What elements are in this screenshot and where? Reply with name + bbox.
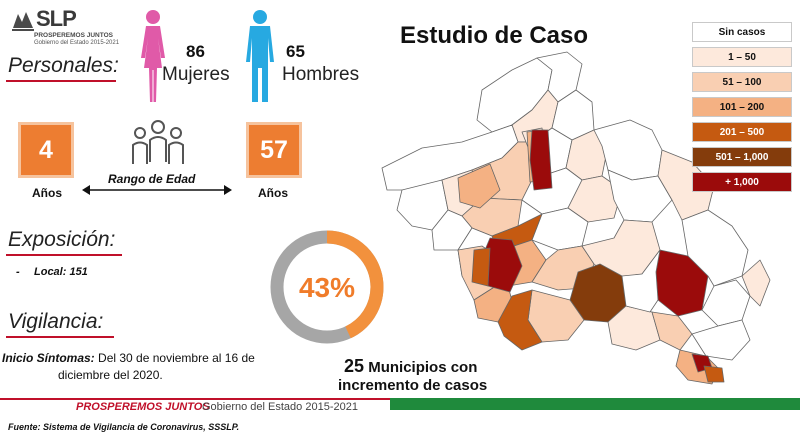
footer-government: Gobierno del Estado 2015-2021 — [202, 401, 358, 413]
legend-item: + 1,000 — [692, 172, 792, 192]
map-region-ne-1 — [593, 119, 663, 181]
footer-green-bar — [390, 398, 800, 410]
source-note: Fuente: Sistema de Vigilancia de Coronav… — [8, 422, 240, 432]
map-region-east-1 — [701, 279, 751, 327]
map-region-tip-2 — [703, 365, 725, 383]
age-min-box: 4 — [18, 122, 74, 178]
map-region-east-3 — [741, 259, 771, 307]
municipality-map — [381, 51, 771, 385]
men-count: 65 — [286, 42, 305, 61]
municipios-line1: Municipios con — [368, 359, 478, 376]
legend-item: Sin casos — [692, 22, 792, 42]
legend-item: 501 – 1,000 — [692, 147, 792, 167]
map-region-east-2 — [681, 209, 749, 287]
group-people-icon — [132, 120, 184, 164]
map-region-south-brown — [497, 289, 543, 351]
map-region-east-4 — [621, 249, 661, 313]
legend-item: 1 – 50 — [692, 47, 792, 67]
slp-logo: SLP PROSPEREMOS JUNTOS Gobierno del Esta… — [4, 4, 120, 52]
onset-label: Inicio Síntomas: — [2, 351, 95, 365]
onset-line1: Del 30 de noviembre al 16 de — [98, 351, 255, 365]
municipios-count: 25 — [344, 356, 365, 376]
map-region-west-brown — [471, 247, 491, 287]
map-title: Estudio de Caso — [400, 22, 589, 49]
personales-heading: Personales: — [8, 54, 119, 77]
donut-fill — [270, 230, 384, 344]
municipios-line2: incremento de casos — [338, 377, 488, 394]
legend-item: 101 – 200 — [692, 97, 792, 117]
women-count: 86 — [186, 42, 205, 61]
percentage-donut: 43% — [270, 230, 384, 344]
women-label: Mujeres — [162, 64, 230, 85]
vigilancia-underline — [6, 336, 114, 338]
footer-tagline: PROSPEREMOS JUNTOS — [76, 401, 210, 413]
logo-subtitle: Gobierno del Estado 2015-2021 — [34, 40, 120, 46]
map-region-center-6 — [457, 163, 501, 209]
exposicion-heading: Exposición: — [8, 228, 116, 251]
vigilancia-heading: Vigilancia: — [8, 310, 104, 333]
age-max-box: 57 — [246, 122, 302, 178]
onset-line2: diciembre del 2020. — [58, 368, 163, 382]
legend-item: 51 – 100 — [692, 72, 792, 92]
map-region-north-red — [529, 129, 553, 191]
age-min-unit: Años — [32, 186, 62, 200]
municipios-highlight: 25 Municipios con — [344, 357, 477, 377]
exposicion-item-dash: - — [16, 266, 20, 278]
men-label: Hombres — [282, 64, 360, 85]
map-region-se-2 — [691, 319, 751, 361]
slp-logo-mark-icon — [12, 12, 34, 31]
age-max-unit: Años — [258, 186, 288, 200]
age-range-label: Rango de Edad — [108, 172, 196, 186]
female-figure-icon — [141, 10, 165, 102]
exposicion-underline — [6, 254, 122, 256]
footer-red-line — [0, 398, 390, 400]
onset-text: Inicio Síntomas: Del 30 de noviembre al … — [2, 350, 302, 367]
male-figure-icon — [246, 10, 274, 102]
map-region-se-1 — [651, 311, 693, 351]
donut-label: 43% — [299, 272, 355, 303]
logo-tagline: PROSPEREMOS JUNTOS — [34, 32, 113, 39]
legend-item: 201 – 500 — [692, 122, 792, 142]
exposicion-item-local: Local: 151 — [34, 266, 88, 278]
map-region-ne-2 — [607, 169, 673, 223]
double-arrow-icon — [82, 185, 232, 195]
logo-text: SLP — [36, 6, 77, 31]
personales-underline — [6, 80, 116, 82]
